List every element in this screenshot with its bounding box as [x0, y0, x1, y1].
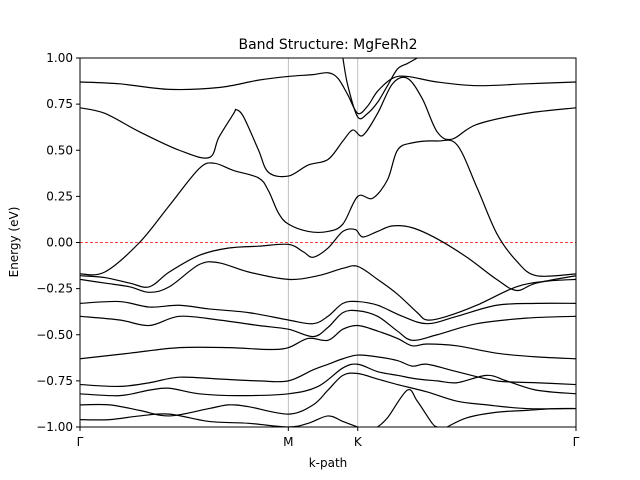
y-tick-label-6: 0.50 — [46, 143, 73, 157]
chart-title: Band Structure: MgFeRh2 — [238, 37, 417, 53]
y-tick-label-8: 1.00 — [46, 51, 73, 65]
band-8 — [80, 354, 576, 388]
band-4 — [80, 261, 576, 321]
x-tick-label-1: M — [283, 435, 293, 449]
band-7 — [80, 324, 576, 360]
band-6 — [80, 309, 576, 341]
y-tick-label-0: −1.00 — [36, 420, 73, 434]
band-1 — [80, 76, 576, 178]
plot-area: −1.00 −0.75 −0.50 −0.25 0.00 0.25 0.50 0.75 1.00… — [36, 51, 579, 449]
y-tick-label-7: 0.75 — [46, 97, 73, 111]
y-tick-label-2: −0.50 — [36, 328, 73, 342]
y-tick-label-4: 0.00 — [46, 236, 73, 250]
band-9 — [80, 363, 576, 397]
x-tick-label-3: Γ — [573, 435, 580, 449]
band-11 — [80, 413, 358, 427]
x-tick-label-0: Γ — [77, 435, 84, 449]
y-tick-label-1: −0.75 — [36, 374, 73, 388]
y-tick-label-5: 0.25 — [46, 189, 73, 203]
band-10 — [80, 372, 576, 417]
x-tick-label-2: K — [354, 435, 363, 449]
band-5 — [80, 300, 576, 325]
bands-group — [80, 58, 576, 427]
y-tick-label-3: −0.25 — [36, 282, 73, 296]
band-2 — [80, 139, 576, 277]
band-3 — [80, 225, 576, 292]
band-14 — [342, 58, 418, 120]
band-12 — [377, 388, 438, 427]
x-axis-label: k-path — [309, 456, 348, 470]
band-13 — [446, 407, 576, 427]
y-axis-label: Energy (eV) — [7, 207, 21, 278]
band-0 — [80, 72, 576, 115]
